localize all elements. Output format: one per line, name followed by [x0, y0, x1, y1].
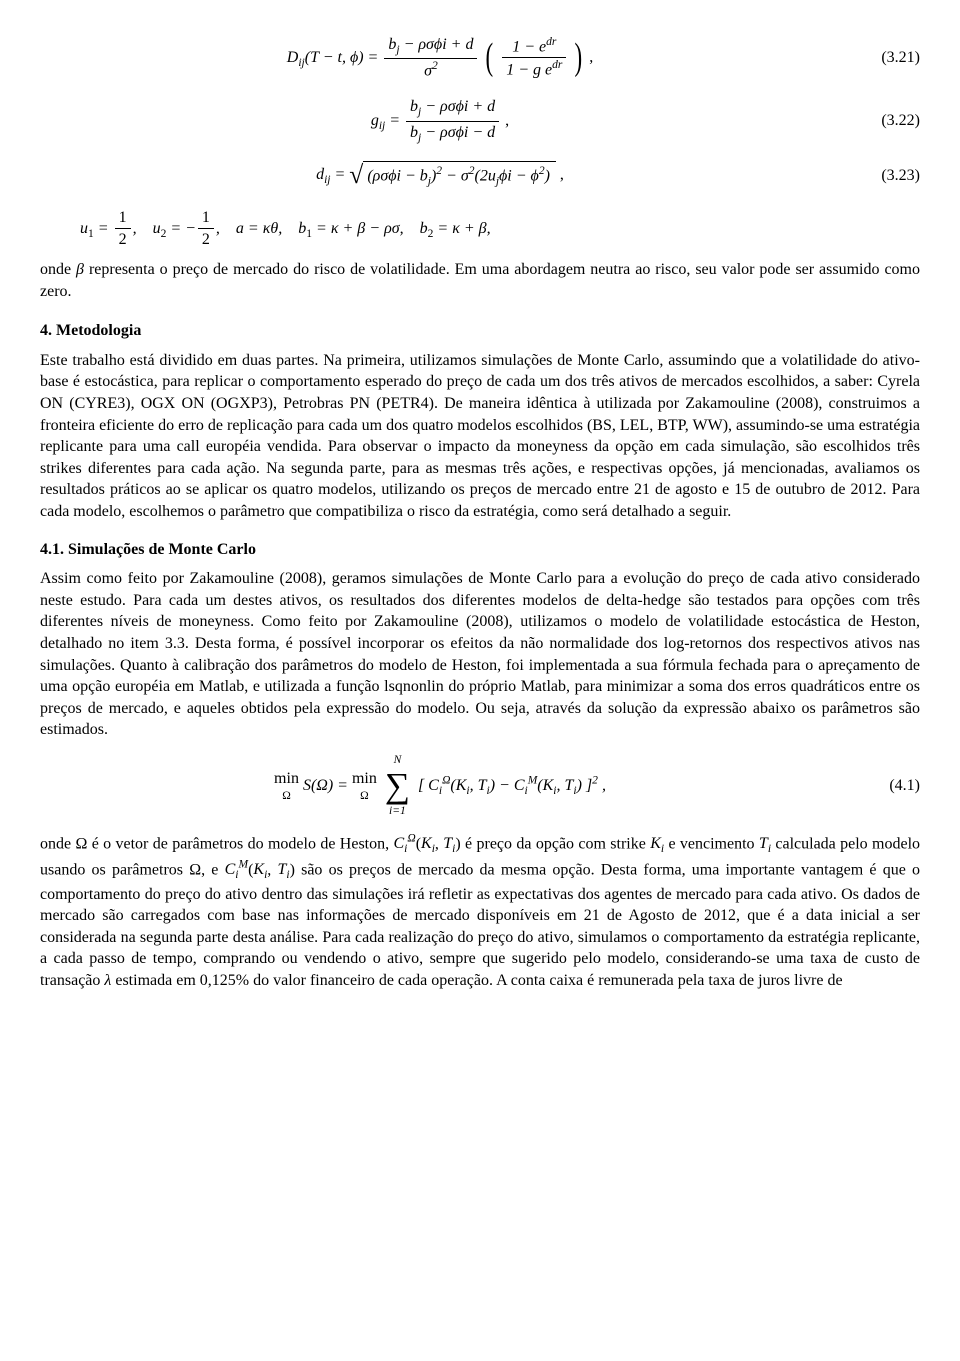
- equation-4-1-body: minΩ S(Ω) = minΩ N∑i=1 [ CiΩ(Ki, Ti) − C…: [40, 753, 840, 820]
- equation-3-22: gij = bj − ρσϕi + d bj − ρσϕi − d , (3.2…: [40, 96, 920, 146]
- section-4-paragraph: Este trabalho está dividido em duas part…: [40, 350, 920, 523]
- eq323-number: (3.23): [840, 165, 920, 187]
- eq41-number: (4.1): [840, 775, 920, 797]
- eq322-number: (3.22): [840, 110, 920, 132]
- eq323-lhs: dij =: [316, 166, 345, 183]
- eq321-frac1-den: σ2: [384, 59, 477, 82]
- equation-3-21: Dij(T − t, ϕ) = bj − ρσϕi + d σ2 ( 1 − e…: [40, 32, 920, 84]
- eq321-frac2-num: 1 − edr: [502, 35, 566, 59]
- eq321-lhs: Dij(T − t, ϕ) =: [287, 49, 379, 66]
- eq322-lhs: gij =: [371, 112, 400, 129]
- eq321-number: (3.21): [840, 47, 920, 69]
- para-after-eq41: onde Ω é o vetor de parâmetros do modelo…: [40, 832, 920, 992]
- eq322-den: bj − ρσϕi − d: [406, 122, 499, 147]
- equation-4-1: minΩ S(Ω) = minΩ N∑i=1 [ CiΩ(Ki, Ti) − C…: [40, 753, 920, 820]
- para-beta-explain: onde β representa o preço de mercado do …: [40, 259, 920, 302]
- equation-3-21-body: Dij(T − t, ϕ) = bj − ρσϕi + d σ2 ( 1 − e…: [40, 32, 840, 84]
- equation-3-23: dij = √(ρσϕi − bj)2 − σ2(2ujϕi − ϕ2) , (…: [40, 158, 920, 193]
- section-4-heading: 4. Metodologia: [40, 320, 920, 342]
- eq323-radicand: (ρσϕi − bj)2 − σ2(2ujϕi − ϕ2): [363, 161, 556, 190]
- eq321-frac1-num: bj − ρσϕi + d: [384, 34, 477, 60]
- eq322-num: bj − ρσϕi + d: [406, 96, 499, 122]
- parameter-definitions: u1 = 12, u2 = −12, a = κθ, b1 = κ + β − …: [40, 207, 920, 251]
- section-4-1-heading: 4.1. Simulações de Monte Carlo: [40, 539, 920, 561]
- equation-3-23-body: dij = √(ρσϕi − bj)2 − σ2(2ujϕi − ϕ2) ,: [40, 158, 840, 193]
- eq321-frac2-den: 1 − g edr: [502, 58, 566, 81]
- section-4-1-paragraph: Assim como feito por Zakamouline (2008),…: [40, 568, 920, 741]
- equation-3-22-body: gij = bj − ρσϕi + d bj − ρσϕi − d ,: [40, 96, 840, 146]
